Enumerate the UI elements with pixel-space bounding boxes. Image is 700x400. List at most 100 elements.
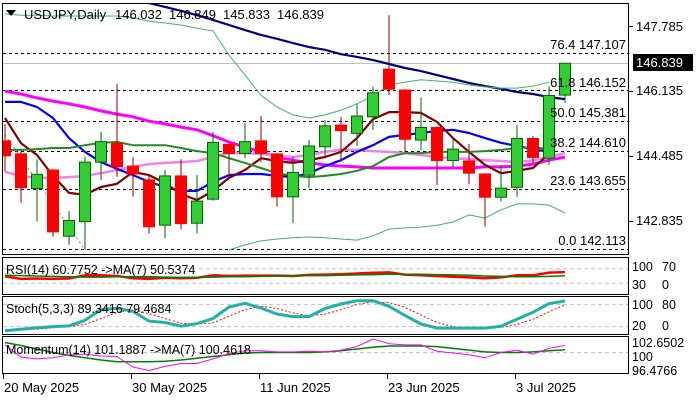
bullish-candle [367, 86, 379, 130]
bullish-candle [239, 123, 251, 159]
stoch-axis-0: 0 [662, 319, 669, 333]
candle-body [63, 219, 75, 237]
bullish-candle [447, 137, 459, 168]
candle-body [95, 141, 107, 163]
candle-body [223, 143, 235, 154]
rsi-axis-100: 100 [632, 260, 653, 274]
stoch-label: Stoch(5,3,3) 89.3416 79.4684 [6, 302, 171, 316]
bearish-candle [175, 159, 187, 230]
momentum-axis-100: 100 [632, 350, 653, 364]
bullish-candle [191, 175, 203, 234]
price-tick: 146.135 [636, 83, 683, 98]
bullish-candle [511, 125, 523, 197]
candle-body [431, 126, 443, 162]
collapse-triangle-icon[interactable] [6, 10, 16, 16]
stoch-plot [3, 299, 628, 333]
fib-label-38: 38.2 144.610 [550, 135, 626, 150]
bearish-candle [111, 84, 123, 177]
bearish-candle [399, 89, 411, 152]
bullish-candle [415, 97, 427, 150]
ohlc-high: 146.849 [169, 7, 216, 22]
bearish-candle [15, 151, 27, 203]
candle-body [207, 141, 219, 200]
rsi-axis-0: 0 [662, 278, 669, 292]
candle-body [415, 126, 427, 141]
bearish-candle [383, 15, 395, 96]
candle-body [79, 161, 91, 223]
momentum-panel[interactable] [2, 336, 629, 374]
candle-body [127, 165, 139, 175]
stoch-main-line [4, 299, 566, 333]
bullish-candle [95, 131, 107, 180]
stoch-axis-100: 100 [632, 298, 653, 312]
rsi-panel[interactable] [2, 257, 629, 295]
axes [3, 26, 633, 379]
candle-body [255, 140, 267, 154]
bearish-candle [335, 116, 347, 162]
bearish-candle [431, 126, 443, 185]
fib-label-61: 61.8 146.152 [550, 75, 626, 90]
momentum-label: Momentum(14) 101.1887 ->MA(7) 100.4618 [6, 343, 251, 357]
candle-body [15, 153, 27, 189]
bullish-candle [303, 140, 315, 189]
bearish-candle [463, 144, 475, 185]
bollinger-lower-line [228, 203, 566, 251]
stoch-axis-20: 20 [632, 319, 646, 333]
candle-body [351, 115, 363, 134]
candle-body [287, 171, 299, 198]
date-label: 11 Jun 2025 [260, 380, 331, 395]
candle-body [559, 62, 571, 96]
candle-body [479, 173, 491, 198]
price-tick: 142.835 [636, 213, 683, 228]
candle-body [3, 140, 11, 157]
candle-body [175, 175, 187, 225]
bullish-candle [207, 131, 219, 201]
bearish-candle [479, 173, 491, 227]
candle-body [303, 145, 315, 176]
date-label: 23 Jun 2025 [388, 380, 460, 395]
bullish-candle [543, 86, 555, 165]
stoch-axis-80: 80 [662, 298, 676, 312]
current-price-label: 146.839 [636, 55, 683, 70]
candle-body [495, 187, 507, 198]
momentum-axis-max: 102.6502 [632, 336, 684, 350]
candle-body [159, 175, 171, 226]
bollinger-upper-line [4, 13, 550, 119]
symbol-timeframe: USDJPY,Daily [24, 7, 107, 22]
bullish-candle [79, 156, 91, 250]
candle-body [47, 169, 59, 233]
date-label: 30 May 2025 [132, 380, 207, 395]
ma-violet-line [4, 148, 566, 180]
bullish-candle [63, 210, 75, 245]
candle-body [239, 141, 251, 154]
ohlc-low: 145.833 [223, 7, 270, 22]
momentum-ma-line [4, 341, 566, 363]
candle-body [463, 160, 475, 174]
rsi-ma-line [4, 273, 566, 279]
candle-body [527, 137, 539, 158]
price-tick: 147.785 [636, 19, 683, 34]
ohlc-open: 146.032 [115, 7, 162, 22]
momentum-axis-min: 96.4766 [632, 364, 677, 378]
bullish-candle [495, 164, 507, 202]
date-label: 20 May 2025 [4, 380, 79, 395]
rsi-plot [3, 268, 628, 284]
bullish-candle [159, 170, 171, 239]
main-panel[interactable] [2, 3, 629, 255]
bullish-candle [31, 159, 43, 222]
stoch-panel[interactable] [2, 296, 629, 335]
date-label: 3 Jul 2025 [516, 380, 576, 395]
current-price-box [633, 54, 693, 71]
candle-body [367, 92, 379, 118]
bullish-candle [351, 104, 363, 146]
bearish-candle [143, 175, 155, 234]
bullish-candle [287, 156, 299, 223]
bearish-candle [127, 157, 139, 197]
momentum-line [4, 338, 566, 371]
fib-label-50: 50.0 145.381 [550, 105, 626, 120]
price-tick: 144.485 [636, 148, 683, 163]
candle-body [399, 89, 411, 140]
bearish-candle [47, 169, 59, 237]
bearish-candle [527, 136, 539, 164]
